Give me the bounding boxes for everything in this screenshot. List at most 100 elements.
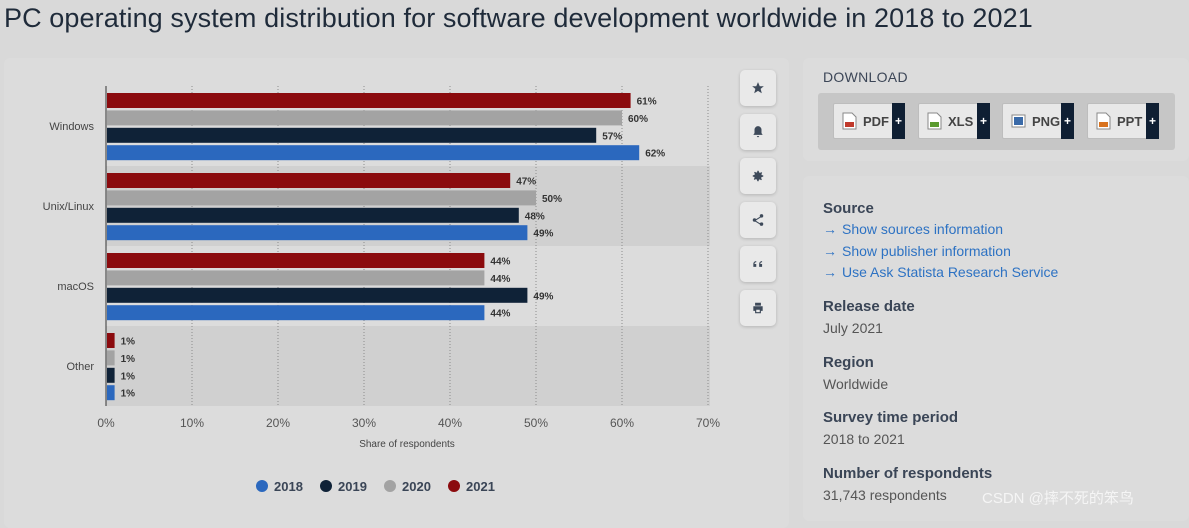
data-label: 1%	[121, 389, 136, 400]
chart-panel: 0% 10% 20% 30% 40% 50% 60% 70% Share of responde…	[4, 58, 789, 528]
region-value: Worldwide	[823, 376, 888, 392]
x-tick-label: 50%	[524, 416, 548, 430]
bar	[107, 368, 115, 383]
share-button[interactable]	[740, 202, 776, 238]
notification-button[interactable]	[740, 114, 776, 150]
download-png-button[interactable]: PNG +	[1002, 103, 1074, 139]
respondents-heading: Number of respondents	[823, 465, 992, 482]
show-publisher-label: Show publisher information	[842, 243, 1011, 259]
bar	[107, 225, 527, 240]
x-tick-label: 60%	[610, 416, 634, 430]
data-label: 49%	[533, 229, 553, 240]
bar	[107, 288, 527, 303]
plus-icon: +	[892, 103, 905, 139]
data-label: 62%	[645, 149, 665, 160]
share-icon	[751, 213, 765, 227]
xls-file-icon	[927, 112, 942, 130]
quote-icon	[751, 257, 765, 271]
legend-marker	[384, 480, 396, 492]
data-label: 1%	[121, 337, 136, 348]
legend-label: 2020	[402, 479, 431, 494]
data-label: 57%	[602, 131, 622, 142]
plus-icon: +	[977, 103, 990, 139]
star-icon	[751, 81, 765, 95]
ask-statista-label: Use Ask Statista Research Service	[842, 264, 1058, 280]
data-label: 50%	[542, 194, 562, 205]
category-band	[106, 326, 710, 406]
bar	[107, 128, 596, 143]
data-label: 49%	[533, 291, 553, 302]
data-label: 60%	[628, 114, 648, 125]
bar	[107, 333, 115, 348]
bar	[107, 253, 484, 268]
x-axis-title: Share of respondents	[359, 439, 455, 450]
x-tick-label: 20%	[266, 416, 290, 430]
watermark: CSDN @摔不死的笨鸟	[982, 487, 1134, 508]
pdf-file-icon	[842, 112, 857, 130]
respondents-value: 31,743 respondents	[823, 487, 947, 503]
download-xls-button[interactable]: XLS +	[918, 103, 990, 139]
download-panel: DOWNLOAD PDF + XLS + PNG + PPT +	[803, 58, 1189, 161]
show-sources-label: Show sources information	[842, 221, 1003, 237]
png-file-icon	[1011, 112, 1026, 130]
x-tick-label: 10%	[180, 416, 204, 430]
category-label: Windows	[49, 121, 94, 133]
bell-icon	[751, 125, 765, 139]
download-ppt-button[interactable]: PPT +	[1087, 103, 1159, 139]
bar	[107, 190, 536, 205]
data-label: 1%	[121, 371, 136, 382]
bar	[107, 208, 519, 223]
download-ppt-label: PPT	[1117, 114, 1142, 129]
bar-chart: 0% 10% 20% 30% 40% 50% 60% 70% Share of responde…	[4, 58, 734, 518]
download-title: DOWNLOAD	[823, 69, 908, 85]
bar	[107, 350, 115, 365]
category-label: Unix/Linux	[43, 201, 95, 213]
data-label: 44%	[490, 257, 510, 268]
category-label: Other	[66, 361, 94, 373]
cite-button[interactable]	[740, 246, 776, 282]
settings-button[interactable]	[740, 158, 776, 194]
download-png-label: PNG	[1032, 114, 1060, 129]
x-tick-label: 70%	[696, 416, 720, 430]
download-pdf-button[interactable]: PDF +	[833, 103, 905, 139]
bar	[107, 385, 115, 400]
x-tick-label: 0%	[97, 416, 115, 430]
bar	[107, 173, 510, 188]
ask-statista-link[interactable]: → Use Ask Statista Research Service	[823, 264, 1058, 280]
favorite-button[interactable]	[740, 70, 776, 106]
arrow-right-icon: →	[823, 243, 837, 259]
release-date-value: July 2021	[823, 320, 883, 336]
print-icon	[751, 301, 765, 315]
bar	[107, 145, 639, 160]
arrow-right-icon: →	[823, 264, 837, 280]
data-label: 1%	[121, 354, 136, 365]
data-label: 44%	[490, 309, 510, 320]
print-button[interactable]	[740, 290, 776, 326]
data-label: 47%	[516, 177, 536, 188]
release-date-heading: Release date	[823, 298, 915, 315]
x-tick-label: 30%	[352, 416, 376, 430]
data-label: 61%	[637, 97, 657, 108]
ppt-file-icon	[1096, 112, 1111, 130]
legend-marker	[320, 480, 332, 492]
legend-marker	[448, 480, 460, 492]
show-sources-link[interactable]: → Show sources information	[823, 221, 1003, 237]
bar	[107, 93, 631, 108]
plus-icon: +	[1061, 103, 1074, 139]
legend-label: 2019	[338, 479, 367, 494]
plus-icon: +	[1146, 103, 1159, 139]
show-publisher-link[interactable]: → Show publisher information	[823, 243, 1011, 259]
page-title: PC operating system distribution for sof…	[4, 3, 1033, 34]
source-heading: Source	[823, 200, 874, 217]
gear-icon	[751, 169, 765, 183]
legend-label: 2021	[466, 479, 495, 494]
download-options: PDF + XLS + PNG + PPT +	[818, 93, 1175, 150]
info-panel: Source → Show sources information → Show p…	[803, 176, 1189, 521]
bar	[107, 305, 484, 320]
bar	[107, 270, 484, 285]
x-tick-label: 40%	[438, 416, 462, 430]
category-label: macOS	[57, 281, 94, 293]
legend-marker	[256, 480, 268, 492]
survey-period-heading: Survey time period	[823, 409, 958, 426]
data-label: 48%	[525, 211, 545, 222]
